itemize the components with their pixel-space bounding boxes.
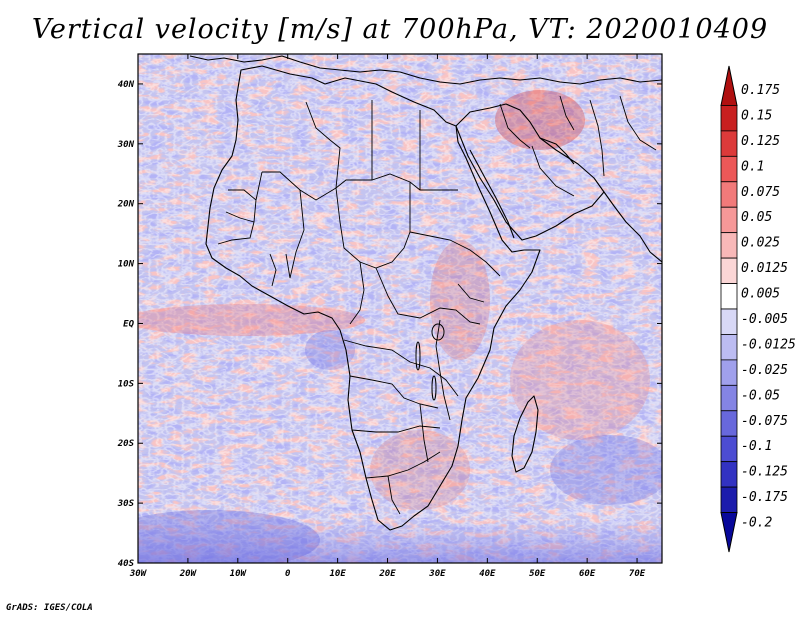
coastlines [189,55,662,531]
lakes [415,323,445,401]
colorbar-swatch [720,486,738,513]
x-tick-label: 50E [529,569,546,579]
colorbar-swatch [720,334,738,361]
colorbar-label: 0.125 [741,134,780,149]
colorbar-swatch [720,181,738,208]
colorbar-label: -0.075 [741,414,788,429]
colorbar-swatch [720,435,738,463]
madagascar-coastline [511,395,539,473]
colorbar-swatch [720,130,738,157]
velocity-field [138,54,662,563]
colorbar-max-arrow [720,65,738,106]
x-tick-label: 30E [428,569,446,579]
colorbar-swatch [720,105,738,132]
colorbar: 0.175 0.15 0.125 0.1 0.075 0.05 0.025 0.0125 0.0… [720,65,796,553]
colorbar-label: 0.0125 [741,261,788,276]
x-tick-label: 20W [179,569,198,579]
colorbar-label: -0.05 [741,388,780,403]
y-tick-label: 40N [118,80,135,90]
colorbar-swatch [720,461,738,488]
x-tick-label: 60E [579,569,596,579]
colorbar-label: 0.005 [741,287,780,302]
colorbar-swatch [720,206,738,234]
x-tick-label: 30W [129,569,148,579]
x-tick-label: 20E [378,569,396,579]
y-tick-label: 20S [117,439,135,449]
europe-coastline [189,55,662,85]
colorbar-swatch [720,283,738,310]
y-tick-label: 10N [118,260,135,270]
country-borders [217,95,657,515]
plot-frame [137,53,663,564]
colorbar-label: -0.1 [741,439,772,454]
colorbar-swatch [720,359,738,386]
colorbar-label: -0.005 [741,312,788,327]
colorbar-swatch [720,308,738,335]
y-tick-label: 30S [117,499,135,509]
colorbar-label: 0.1 [741,159,764,174]
y-tick-label: EQ [123,319,134,329]
africa-coastline [205,65,541,531]
colorbar-label: 0.175 [741,83,780,98]
colorbar-swatch [720,155,738,183]
x-axis: 30W 20W 10W 0 10E 20E 30E 40E 50E 60E 70E [129,54,646,579]
colorbar-swatch [720,232,738,259]
x-tick-label: 70E [629,569,646,579]
colorbar-min-arrow [720,512,738,553]
asia-coastline [603,191,662,263]
y-tick-label: 20N [117,200,135,210]
y-tick-label: 10S [118,379,135,389]
persian-gulf [539,137,575,165]
colorbar-swatch [720,410,738,437]
colorbar-label: -0.0125 [741,337,796,352]
y-tick-label: 40S [118,559,135,569]
y-tick-label: 30N [117,140,135,150]
colorbar-label: 0.15 [741,108,772,123]
x-tick-label: 10E [329,569,346,579]
colorbar-label: -0.125 [741,465,788,480]
colorbar-label: -0.025 [741,363,788,378]
colorbar-swatch [720,384,738,412]
colorbar-label: -0.2 [741,516,772,531]
x-tick-label: 0 [285,569,291,579]
colorbar-swatch [720,257,738,284]
footer-credit: GrADS: IGES/COLA [6,603,93,613]
colorbar-label: 0.075 [741,185,780,200]
x-tick-label: 40E [479,569,496,579]
chart-title: Vertical velocity [m/s] at 700hPa, VT: 2… [31,14,769,45]
y-axis: 40N 30N 20N 10N EQ 10S 20S 30S 40S [117,80,662,569]
x-tick-label: 10W [230,569,248,579]
red-sea [469,149,515,239]
colorbar-label: 0.025 [741,236,780,251]
colorbar-label: 0.05 [741,210,772,225]
colorbar-label: -0.175 [741,490,788,505]
